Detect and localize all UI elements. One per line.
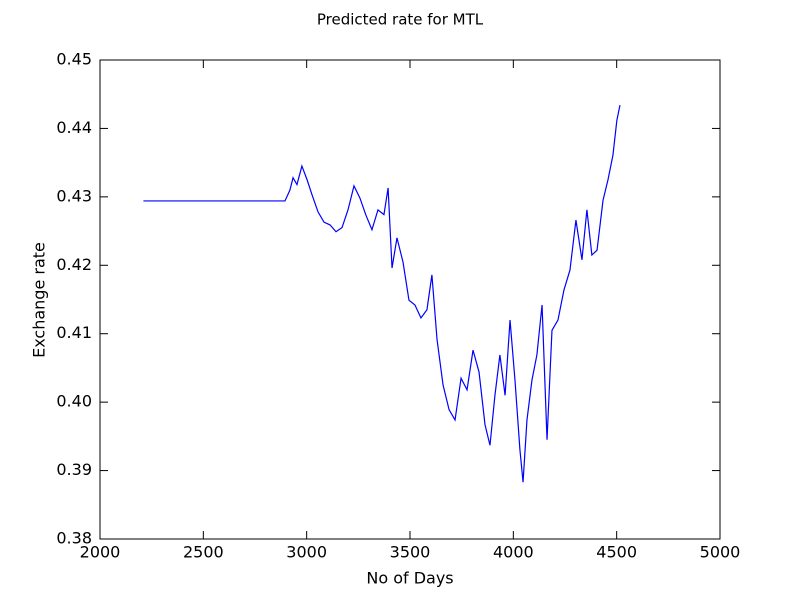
x-tick-label: 3500 (390, 543, 431, 562)
y-tick-label: 0.42 (56, 255, 92, 274)
x-tick-label: 4500 (596, 543, 637, 562)
chart-title: Predicted rate for MTL (317, 11, 484, 29)
y-tick-label: 0.41 (56, 323, 92, 342)
x-axis-label: No of Days (366, 569, 453, 588)
y-tick-label: 0.43 (56, 186, 92, 205)
x-tick-label: 3000 (286, 543, 327, 562)
y-tick-label: 0.45 (56, 50, 92, 69)
x-tick-label: 5000 (700, 543, 741, 562)
y-tick-label: 0.39 (56, 460, 92, 479)
y-tick-label: 0.38 (56, 529, 92, 548)
y-tick-label: 0.44 (56, 118, 92, 137)
plot-frame (99, 59, 721, 540)
data-line (143, 105, 621, 483)
x-tick-label: 4000 (493, 543, 534, 562)
x-tick-label: 2500 (183, 543, 224, 562)
y-tick-label: 0.40 (56, 392, 92, 411)
x-tick-label: 2000 (80, 543, 121, 562)
y-axis-label: Exchange rate (30, 242, 49, 358)
